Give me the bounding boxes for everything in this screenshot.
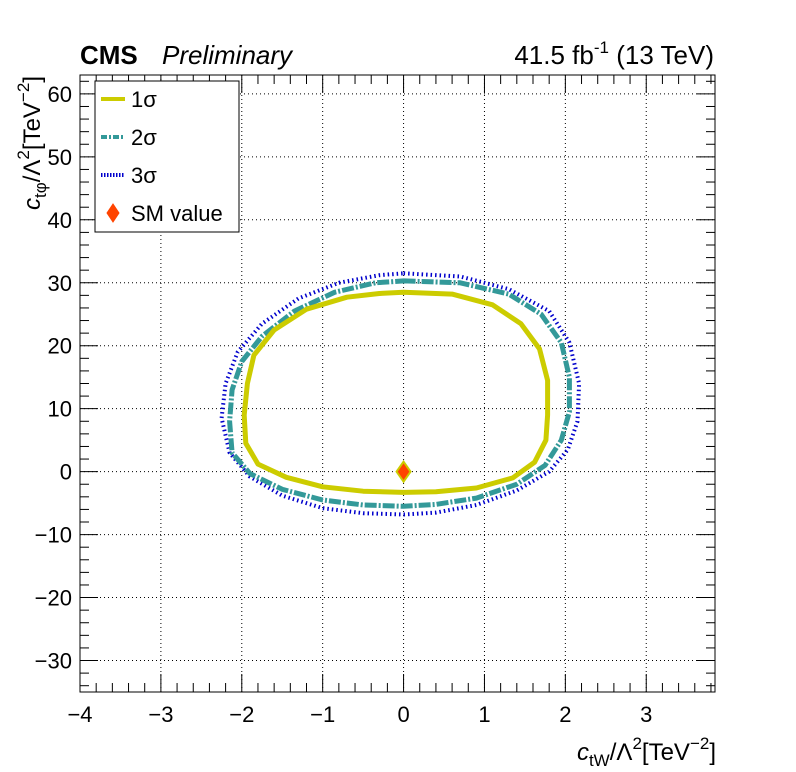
legend: 1σ 2σ 3σ SM value: [94, 80, 240, 233]
x-tick-label: −3: [148, 702, 173, 727]
x-tick-label: 1: [478, 702, 490, 727]
x-axis-title: ctW/Λ2[TeV−2]: [577, 734, 716, 770]
x-tick-label: −4: [67, 702, 92, 727]
y-tick-label: −20: [35, 586, 72, 611]
contour-2sigma: [227, 278, 572, 509]
x-tick-label: 3: [640, 702, 652, 727]
legend-box: [94, 80, 240, 233]
axis-ticks: [79, 75, 715, 692]
legend-label-sm-value: SM value: [131, 201, 223, 226]
x-tick-label: −2: [229, 702, 254, 727]
y-tick-label: 10: [48, 397, 72, 422]
legend-label-3sigma: 3σ: [131, 163, 157, 188]
x-tick-label: 0: [397, 702, 409, 727]
y-tick-label: −30: [35, 649, 72, 674]
status-label: Preliminary: [162, 40, 294, 70]
legend-label-1sigma: 1σ: [131, 87, 157, 112]
contours: [219, 271, 582, 517]
x-tick-label: 2: [559, 702, 571, 727]
experiment-label: CMS: [80, 40, 138, 70]
contour-3sigma: [219, 271, 582, 517]
legend-label-2sigma: 2σ: [131, 125, 157, 150]
y-tick-label: 20: [48, 334, 72, 359]
legend-swatch-sm-value: [106, 203, 120, 223]
sm-value-marker: [395, 459, 412, 484]
y-tick-label: −10: [35, 523, 72, 548]
luminosity-label: 41.5 fb-1 (13 TeV): [514, 38, 714, 70]
y-tick-label: 60: [48, 82, 72, 107]
y-tick-label: 30: [48, 271, 72, 296]
y-axis-title: ctφ/Λ2[TeV−2]: [14, 76, 50, 210]
x-tick-label: −1: [310, 702, 335, 727]
y-tick-label: 40: [48, 208, 72, 233]
y-tick-label: 0: [60, 460, 72, 485]
contour-1sigma: [241, 289, 551, 495]
y-tick-label: 50: [48, 145, 72, 170]
